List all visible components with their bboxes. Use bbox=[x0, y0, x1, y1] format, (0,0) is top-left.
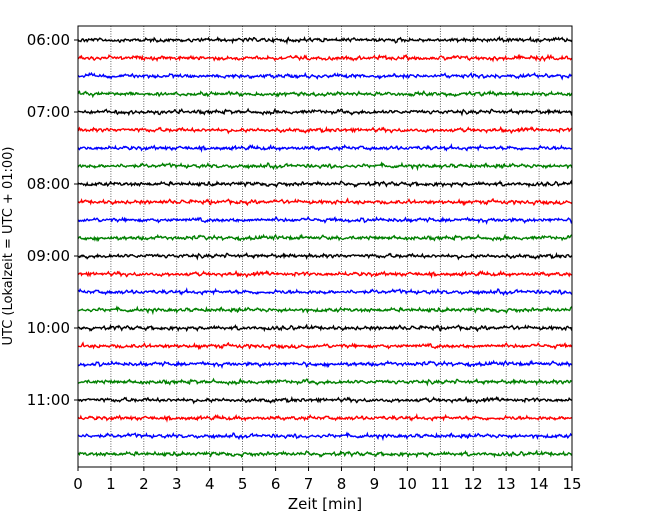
y-tick-label: 07:00 bbox=[27, 103, 70, 121]
seismic-trace bbox=[77, 197, 573, 207]
x-tick-label: 9 bbox=[370, 475, 380, 493]
y-tick-label: 06:00 bbox=[27, 31, 70, 49]
seismic-trace bbox=[77, 125, 573, 135]
plot-frame bbox=[77, 25, 573, 468]
seismic-trace bbox=[77, 143, 573, 153]
x-tick-label: 11 bbox=[431, 475, 450, 493]
seismic-trace bbox=[77, 89, 573, 99]
x-tick-label: 13 bbox=[497, 475, 516, 493]
seismic-trace bbox=[77, 431, 573, 442]
seismic-trace bbox=[77, 323, 573, 333]
x-tick-label: 10 bbox=[398, 475, 417, 493]
x-tick-label: 15 bbox=[562, 475, 581, 493]
seismic-trace bbox=[77, 215, 573, 225]
seismic-trace bbox=[77, 305, 573, 316]
seismic-trace bbox=[77, 341, 573, 351]
seismic-trace bbox=[77, 377, 573, 387]
x-tick-label: 7 bbox=[304, 475, 314, 493]
x-tick-label: 2 bbox=[139, 475, 149, 493]
seismic-trace bbox=[77, 107, 573, 117]
traces bbox=[77, 35, 573, 459]
seismic-trace bbox=[77, 269, 573, 279]
y-tick-label: 10:00 bbox=[27, 319, 70, 337]
seismic-trace bbox=[77, 359, 573, 369]
y-axis-title: UTC (Lokalzeit = UTC + 01:00) bbox=[1, 147, 16, 346]
grid-lines bbox=[110, 26, 540, 467]
seismic-trace bbox=[77, 449, 573, 459]
x-tick-label: 8 bbox=[337, 475, 347, 493]
y-ticks: 06:00 07:00 08:00 09:00 10:00 11:00 bbox=[27, 31, 78, 409]
y-tick-label: 08:00 bbox=[27, 175, 70, 193]
x-axis-title: Zeit [min] bbox=[288, 495, 362, 513]
seismic-trace bbox=[77, 251, 573, 261]
seismic-trace bbox=[77, 287, 573, 297]
seismic-trace bbox=[77, 395, 573, 405]
x-tick-label: 0 bbox=[73, 475, 83, 493]
x-tick-label: 1 bbox=[106, 475, 116, 493]
x-tick-label: 5 bbox=[238, 475, 248, 493]
seismic-trace bbox=[77, 53, 573, 63]
seismic-trace bbox=[77, 179, 573, 189]
x-tick-label: 14 bbox=[530, 475, 549, 493]
seismic-trace bbox=[77, 161, 573, 172]
y-tick-label: 09:00 bbox=[27, 247, 70, 265]
seismic-trace bbox=[77, 35, 573, 46]
x-tick-label: 4 bbox=[205, 475, 215, 493]
x-tick-label: 3 bbox=[172, 475, 182, 493]
x-tick-label: 12 bbox=[464, 475, 483, 493]
seismic-trace bbox=[77, 233, 573, 243]
y-tick-label: 11:00 bbox=[27, 391, 70, 409]
x-tick-label: 6 bbox=[271, 475, 281, 493]
x-ticks: 0 1 2 3 4 5 6 7 8 9 10 11 12 13 14 15 bbox=[73, 467, 582, 493]
seismic-trace bbox=[77, 413, 573, 423]
seismic-trace bbox=[77, 71, 573, 81]
